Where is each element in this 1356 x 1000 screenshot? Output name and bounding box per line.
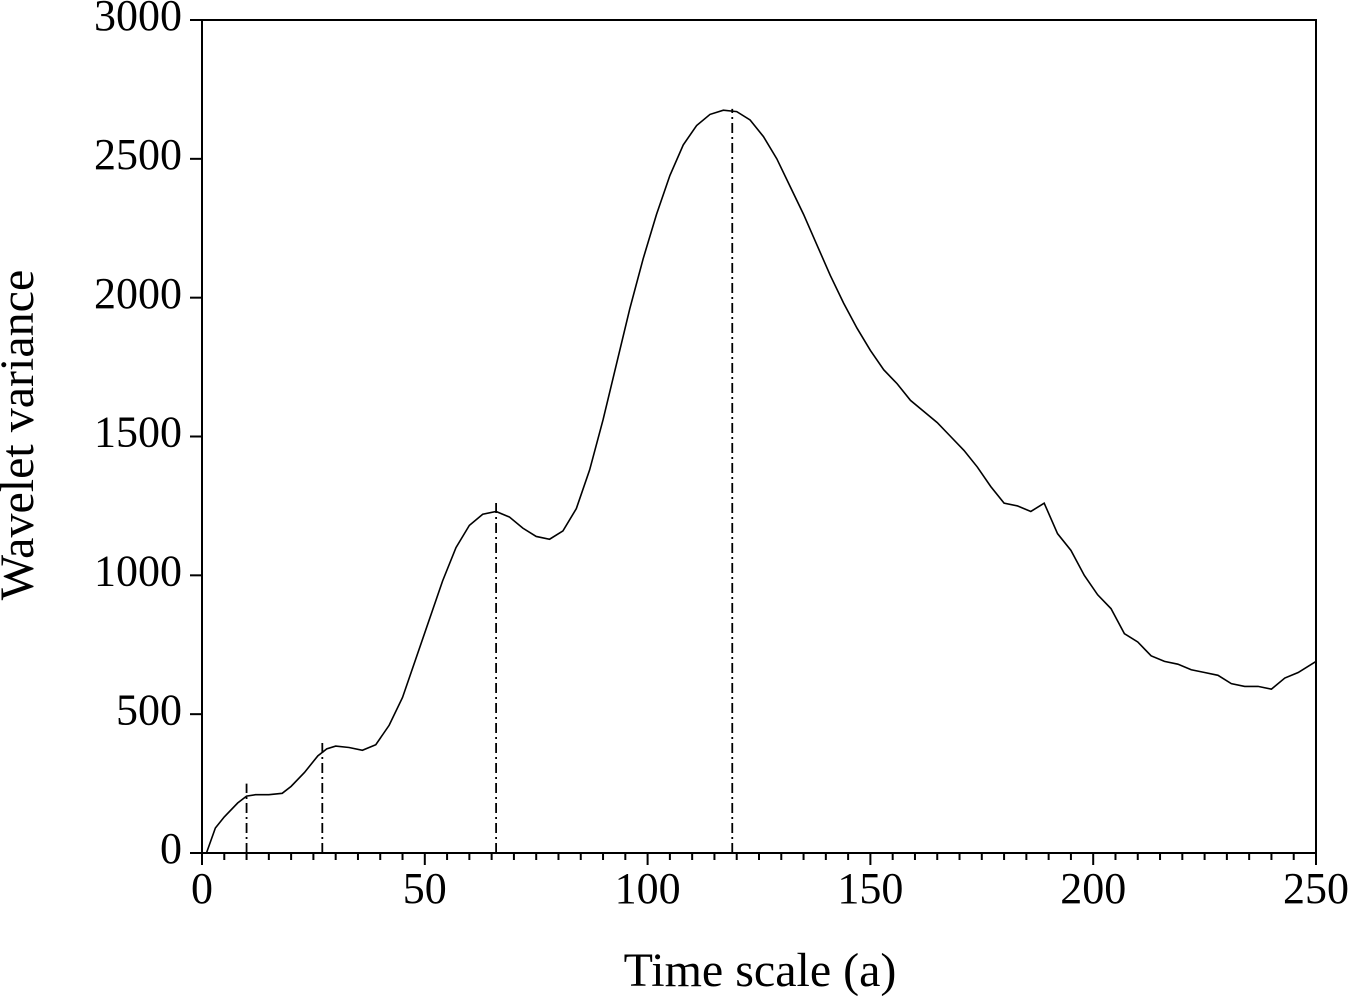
x-tick-label: 250 (1283, 864, 1349, 913)
x-axis-label: Time scale (a) (624, 944, 897, 997)
y-tick-label: 2500 (94, 130, 182, 179)
y-tick-label: 500 (116, 685, 182, 734)
x-tick-label: 150 (837, 864, 903, 913)
y-tick-label: 1500 (94, 408, 182, 457)
y-tick-label: 2000 (94, 269, 182, 318)
x-tick-label: 100 (615, 864, 681, 913)
y-tick-label: 1000 (94, 546, 182, 595)
y-axis-label: Wavelet variance (0, 270, 44, 601)
x-tick-label: 0 (191, 864, 213, 913)
y-tick-label: 3000 (94, 0, 182, 40)
x-tick-label: 200 (1060, 864, 1126, 913)
data-line (205, 109, 1317, 854)
x-tick-label: 50 (403, 864, 447, 913)
y-tick-label: 0 (160, 824, 182, 873)
